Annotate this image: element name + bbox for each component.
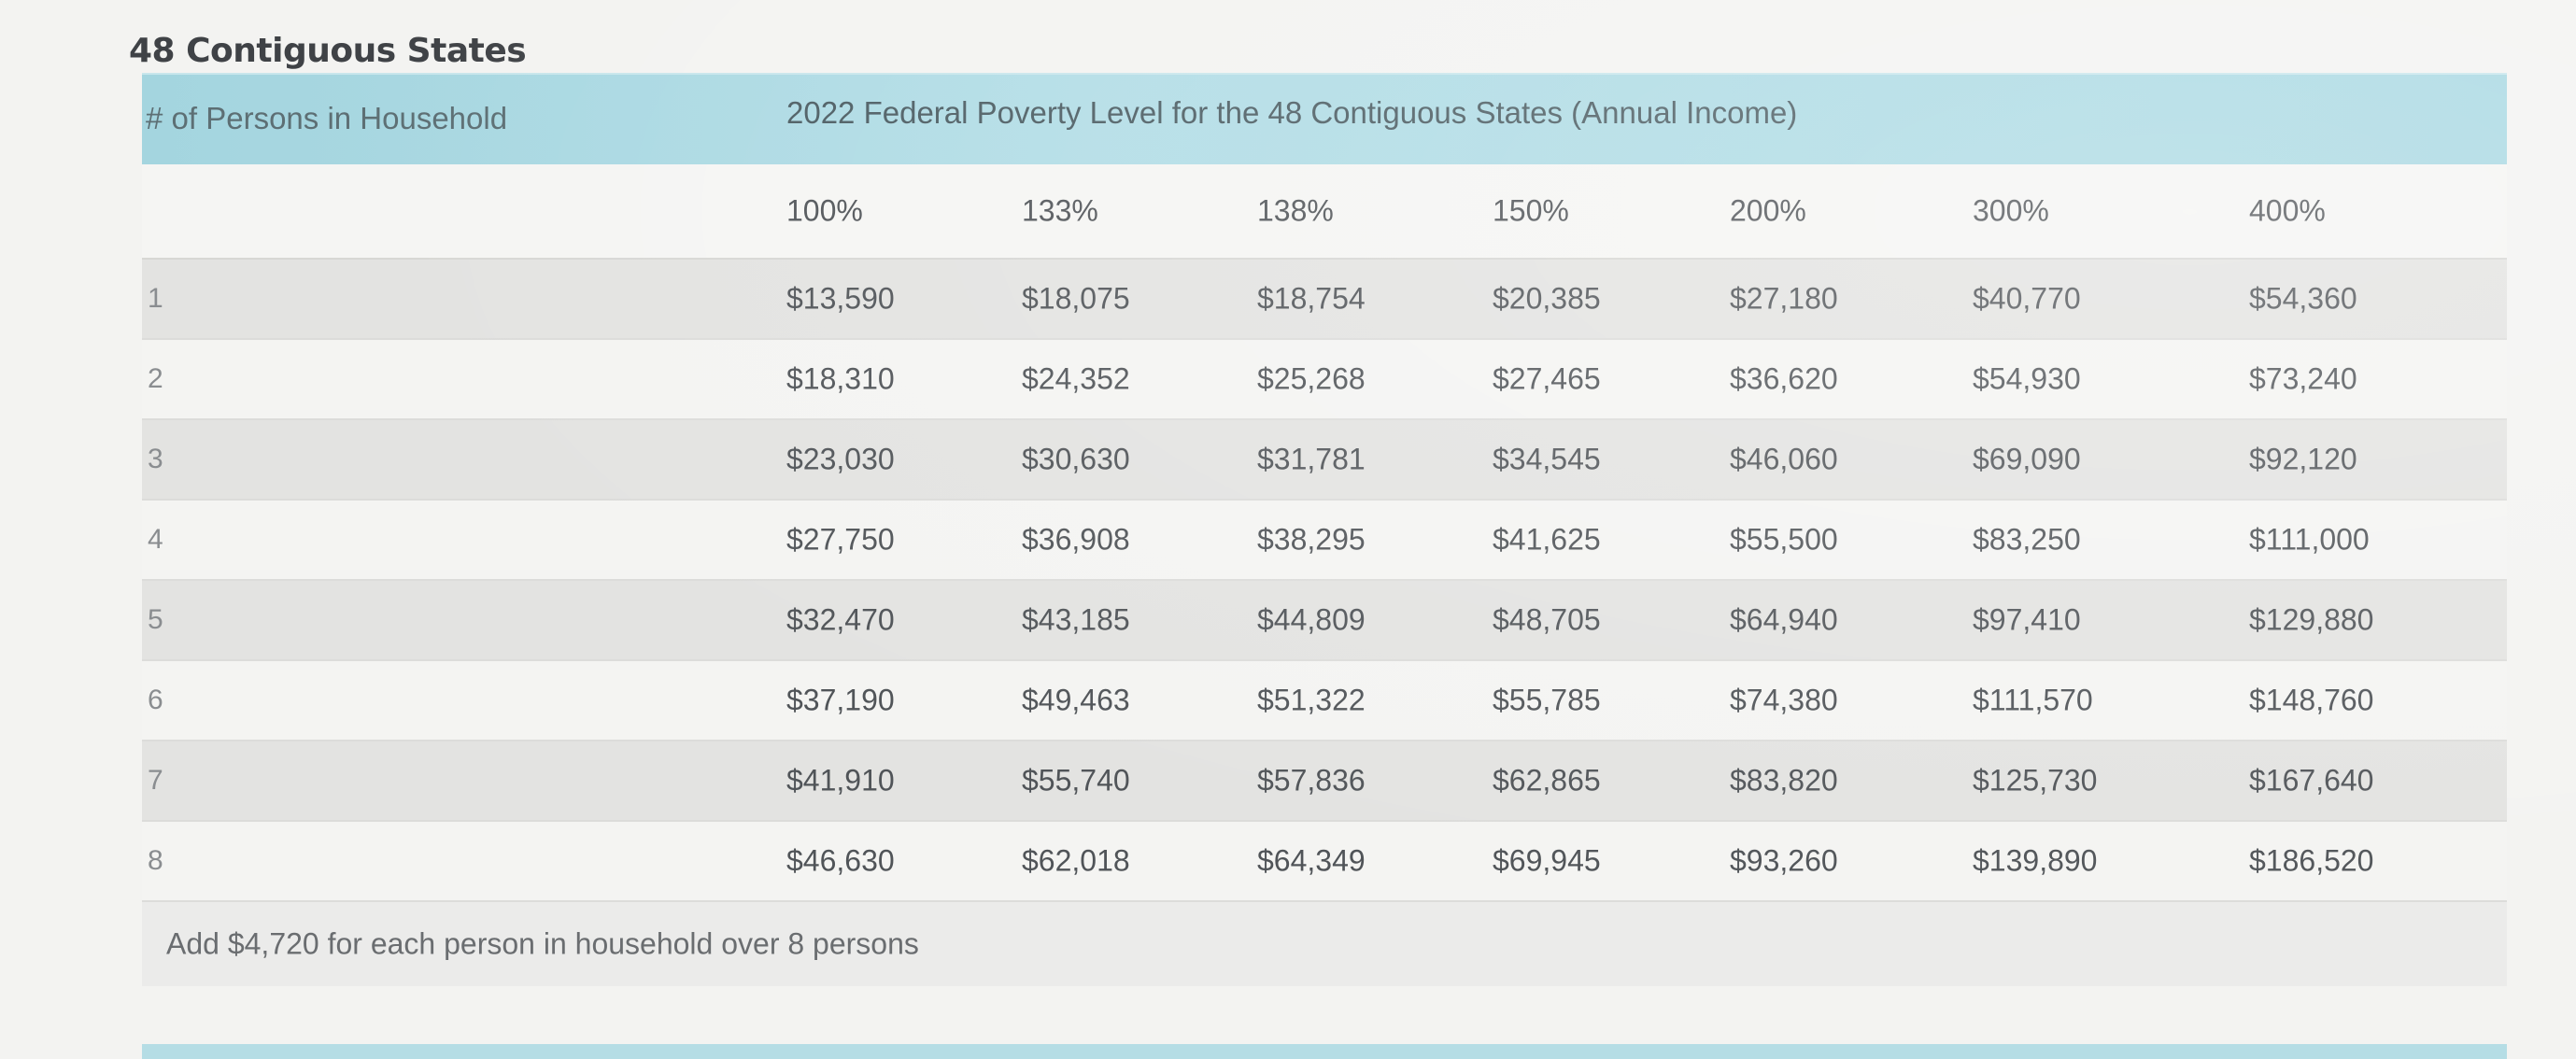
income-value: $44,809 (1257, 602, 1366, 637)
table-row: 4 $27,750 $36,908 $38,295 $41,625 $55,500 $83,… (142, 501, 2507, 581)
percent-header: 150% (1493, 193, 1569, 228)
income-value: $167,640 (2249, 763, 2374, 798)
income-value: $46,060 (1730, 442, 1838, 476)
footnote-text: Add $4,720 for each person in household … (166, 926, 919, 961)
income-value: $74,380 (1730, 683, 1838, 717)
income-value: $62,865 (1493, 763, 1601, 798)
income-value: $49,463 (1022, 683, 1130, 717)
income-value: $37,190 (786, 683, 895, 717)
persons-count: 2 (148, 363, 163, 394)
percent-header: 300% (1973, 193, 2049, 228)
income-value: $97,410 (1973, 602, 2081, 637)
income-value: $18,075 (1022, 281, 1130, 316)
income-value: $32,470 (786, 602, 895, 637)
next-section-header-band (142, 1044, 2507, 1059)
income-value: $27,465 (1493, 361, 1601, 396)
table-row: 5 $32,470 $43,185 $44,809 $48,705 $64,940 $97,… (142, 581, 2507, 661)
persons-count: 3 (148, 444, 163, 474)
table-row: 3 $23,030 $30,630 $31,781 $34,545 $46,060 $69,… (142, 420, 2507, 501)
income-value: $25,268 (1257, 361, 1366, 396)
percent-header: 400% (2249, 193, 2326, 228)
income-value: $55,740 (1022, 763, 1130, 798)
income-value: $36,620 (1730, 361, 1838, 396)
income-value: $125,730 (1973, 763, 2098, 798)
income-value: $83,250 (1973, 522, 2081, 557)
footnote-row: Add $4,720 for each person in household … (142, 902, 2507, 986)
income-value: $111,570 (1973, 683, 2093, 717)
table-header: # of Persons in Household 2022 Federal P… (142, 73, 2507, 164)
income-value: $111,000 (2249, 522, 2370, 557)
income-value: $83,820 (1730, 763, 1838, 798)
income-value: $55,500 (1730, 522, 1838, 557)
persons-count: 8 (148, 845, 163, 876)
income-value: $18,754 (1257, 281, 1366, 316)
income-value: $54,360 (2249, 281, 2357, 316)
income-value: $36,908 (1022, 522, 1130, 557)
table-body: 1 $13,590 $18,075 $18,754 $20,385 $27,180 $40,… (142, 260, 2507, 902)
percent-header-row: 100% 133% 138% 150% 200% 300% 400% (142, 164, 2507, 260)
income-value: $51,322 (1257, 683, 1366, 717)
income-value: $23,030 (786, 442, 895, 476)
table-row: 8 $46,630 $62,018 $64,349 $69,945 $93,260 $139… (142, 822, 2507, 902)
income-value: $43,185 (1022, 602, 1130, 637)
income-value: $57,836 (1257, 763, 1366, 798)
income-value: $139,890 (1973, 843, 2098, 878)
percent-header: 138% (1257, 193, 1334, 228)
income-value: $34,545 (1493, 442, 1601, 476)
fpl-column-header: 2022 Federal Poverty Level for the 48 Co… (786, 95, 1798, 130)
persons-count: 6 (148, 685, 163, 715)
percent-header: 200% (1730, 193, 1806, 228)
income-value: $18,310 (786, 361, 895, 396)
persons-count: 1 (148, 283, 163, 314)
household-column-header: # of Persons in Household (146, 101, 508, 135)
income-value: $24,352 (1022, 361, 1130, 396)
income-value: $186,520 (2249, 843, 2374, 878)
table-row: 7 $41,910 $55,740 $57,836 $62,865 $83,820 $125… (142, 741, 2507, 822)
income-value: $38,295 (1257, 522, 1366, 557)
income-value: $62,018 (1022, 843, 1130, 878)
income-value: $31,781 (1257, 442, 1366, 476)
poverty-level-table: # of Persons in Household 2022 Federal P… (142, 73, 2507, 986)
income-value: $48,705 (1493, 602, 1601, 637)
income-value: $41,625 (1493, 522, 1601, 557)
income-value: $69,945 (1493, 843, 1601, 878)
table-row: 6 $37,190 $49,463 $51,322 $55,785 $74,380 $111… (142, 661, 2507, 741)
income-value: $92,120 (2249, 442, 2357, 476)
income-value: $30,630 (1022, 442, 1130, 476)
income-value: $46,630 (786, 843, 895, 878)
income-value: $64,349 (1257, 843, 1366, 878)
income-value: $55,785 (1493, 683, 1601, 717)
income-value: $148,760 (2249, 683, 2374, 717)
persons-count: 5 (148, 604, 163, 635)
income-value: $27,180 (1730, 281, 1838, 316)
income-value: $54,930 (1973, 361, 2081, 396)
percent-header: 100% (786, 193, 863, 228)
percent-header: 133% (1022, 193, 1098, 228)
table-row: 1 $13,590 $18,075 $18,754 $20,385 $27,180 $40,… (142, 260, 2507, 340)
income-value: $129,880 (2249, 602, 2374, 637)
income-value: $64,940 (1730, 602, 1838, 637)
persons-count: 7 (148, 765, 163, 796)
persons-count: 4 (148, 524, 163, 555)
income-value: $41,910 (786, 763, 895, 798)
income-value: $40,770 (1973, 281, 2081, 316)
income-value: $93,260 (1730, 843, 1838, 878)
income-value: $20,385 (1493, 281, 1601, 316)
table-row: 2 $18,310 $24,352 $25,268 $27,465 $36,620 $54,… (142, 340, 2507, 420)
income-value: $13,590 (786, 281, 895, 316)
income-value: $27,750 (786, 522, 895, 557)
section-title: 48 Contiguous States (129, 32, 527, 70)
income-value: $69,090 (1973, 442, 2081, 476)
income-value: $73,240 (2249, 361, 2357, 396)
